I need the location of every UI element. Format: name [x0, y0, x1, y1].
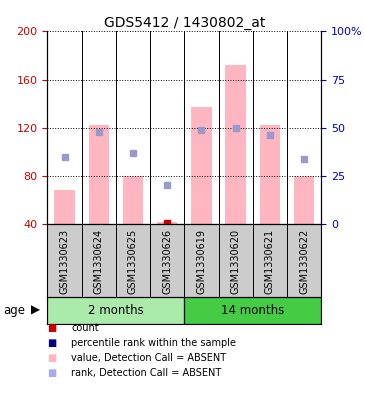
Bar: [47, 297, 184, 324]
Bar: [225, 65, 246, 224]
Bar: [184, 297, 321, 324]
Bar: [123, 176, 143, 224]
Text: age: age: [4, 304, 26, 317]
Text: 2 months: 2 months: [88, 304, 144, 317]
Bar: [260, 125, 280, 224]
Text: count: count: [71, 323, 99, 333]
Text: ■: ■: [47, 368, 57, 378]
Bar: [294, 176, 314, 224]
Text: GSM1330626: GSM1330626: [162, 229, 172, 294]
Text: GSM1330623: GSM1330623: [59, 229, 70, 294]
Text: 14 months: 14 months: [221, 304, 284, 317]
Text: ▶: ▶: [31, 304, 40, 317]
Title: GDS5412 / 1430802_at: GDS5412 / 1430802_at: [104, 17, 265, 30]
Text: ■: ■: [47, 353, 57, 363]
Bar: [89, 125, 109, 224]
Text: GSM1330622: GSM1330622: [299, 229, 309, 294]
Text: percentile rank within the sample: percentile rank within the sample: [71, 338, 236, 348]
Text: GSM1330620: GSM1330620: [231, 229, 241, 294]
Bar: [191, 107, 212, 224]
Text: GSM1330619: GSM1330619: [196, 229, 207, 294]
Bar: [54, 190, 75, 224]
Text: GSM1330624: GSM1330624: [94, 229, 104, 294]
Text: GSM1330625: GSM1330625: [128, 229, 138, 294]
Text: value, Detection Call = ABSENT: value, Detection Call = ABSENT: [71, 353, 226, 363]
Text: ■: ■: [47, 323, 57, 333]
Text: ■: ■: [47, 338, 57, 348]
Bar: [157, 222, 177, 224]
Text: rank, Detection Call = ABSENT: rank, Detection Call = ABSENT: [71, 368, 222, 378]
Text: GSM1330621: GSM1330621: [265, 229, 275, 294]
